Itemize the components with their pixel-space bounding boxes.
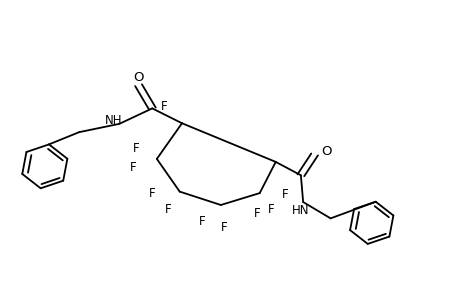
Text: F: F — [253, 207, 260, 220]
Text: HN: HN — [291, 204, 309, 218]
Text: F: F — [149, 187, 155, 200]
Text: F: F — [267, 203, 274, 216]
Text: O: O — [320, 145, 330, 158]
Text: F: F — [165, 203, 171, 216]
Text: F: F — [199, 215, 206, 228]
Text: F: F — [220, 221, 227, 234]
Text: F: F — [133, 142, 139, 155]
Text: F: F — [129, 161, 136, 174]
Text: F: F — [281, 188, 287, 201]
Text: NH: NH — [105, 114, 123, 128]
Text: O: O — [133, 71, 144, 84]
Text: F: F — [160, 100, 167, 113]
